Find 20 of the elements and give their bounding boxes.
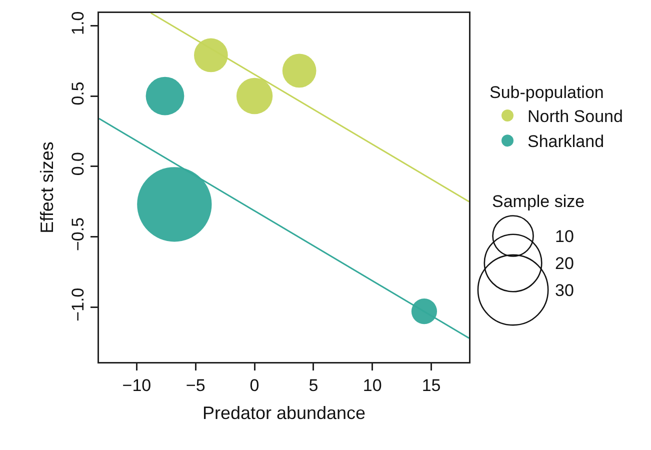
legend-label: North Sound — [528, 107, 623, 126]
y-tick-label: −1.0 — [68, 288, 88, 322]
legend-title: Sub-population — [490, 82, 604, 102]
x-tick-label: 10 — [362, 376, 382, 395]
x-axis-title: Predator abundance — [202, 402, 366, 423]
legend-label: Sharkland — [528, 132, 604, 152]
x-tick-label: 15 — [422, 376, 441, 395]
x-tick-label: 5 — [308, 376, 318, 395]
legend-label: 30 — [555, 281, 574, 300]
y-tick-label: 0.5 — [68, 82, 88, 106]
text: Sample size — [492, 192, 585, 211]
y-tick-label: −0.5 — [68, 217, 88, 251]
x-tick-label: −10 — [122, 376, 152, 395]
y-tick-label: 0.0 — [68, 152, 88, 176]
y-tick-label: 1.0 — [68, 11, 88, 35]
x-tick-label: 0 — [250, 376, 260, 395]
x-tick-label: −5 — [186, 376, 206, 395]
legend-label: 10 — [555, 227, 574, 246]
y-axis-title: Effect sizes — [37, 142, 58, 234]
legend-label: 20 — [555, 254, 574, 273]
